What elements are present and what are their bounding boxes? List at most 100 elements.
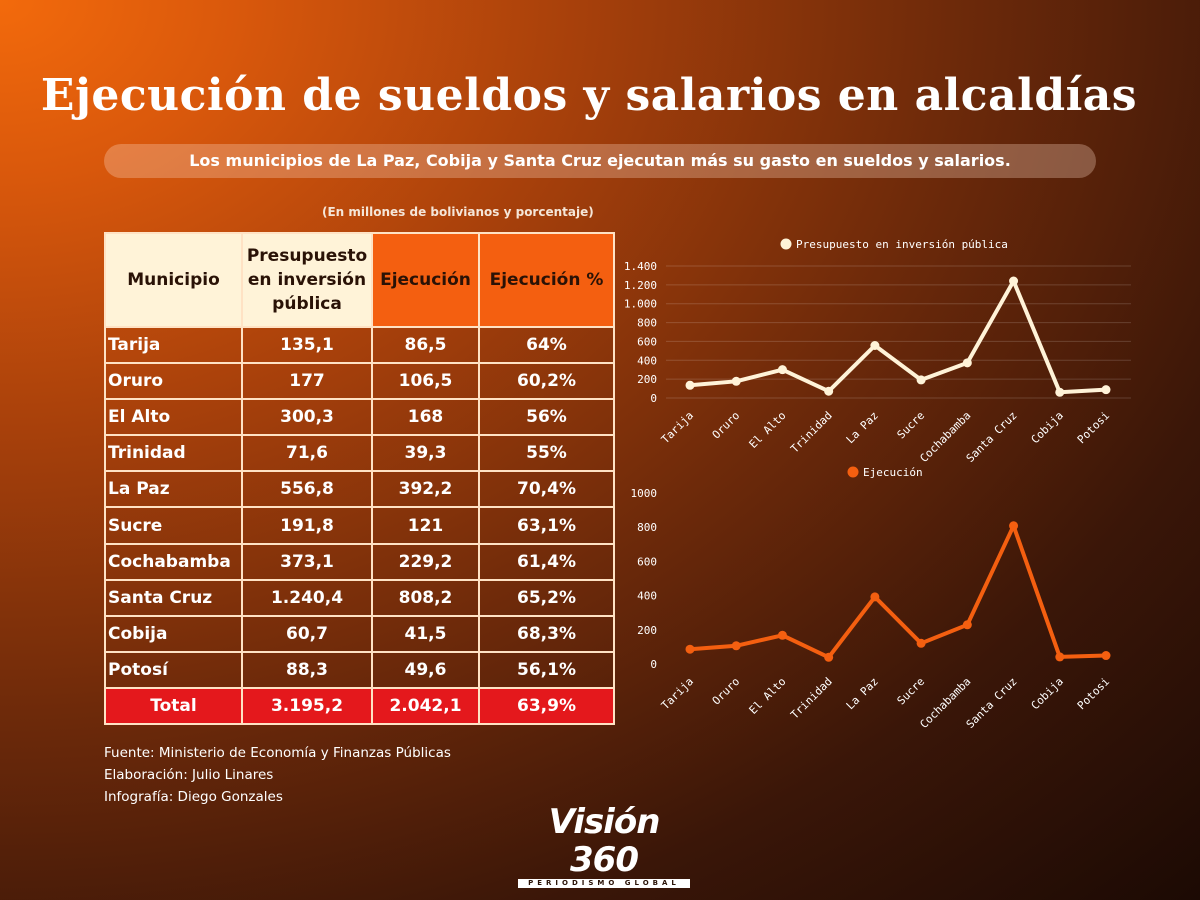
data-point-la-paz: [870, 341, 879, 350]
cell-presupuesto: 88,3: [242, 652, 372, 688]
cell-municipio: Santa Cruz: [105, 580, 242, 616]
cell-presupuesto: 556,8: [242, 471, 372, 507]
table-row: Tarija 135,1 86,5 64%: [105, 327, 614, 363]
page-title: Ejecución de sueldos y salarios en alcal…: [0, 70, 1178, 121]
cell-ejecucion-pct: 61,4%: [479, 544, 614, 580]
y-tick-label: 200: [637, 373, 657, 386]
y-tick-label: 0: [650, 658, 657, 671]
cell-municipio: Trinidad: [105, 435, 242, 471]
cell-municipio: La Paz: [105, 471, 242, 507]
x-tick-label: Trinidad: [788, 675, 835, 722]
data-point-cobija: [1055, 652, 1064, 661]
cell-ejecucion: 86,5: [372, 327, 479, 363]
y-tick-label: 1.000: [624, 298, 657, 311]
header-ejecucion: Ejecución: [372, 233, 479, 327]
series-line: [690, 281, 1106, 392]
x-tick-label: Tarija: [659, 409, 696, 446]
data-point-oruro: [732, 641, 741, 650]
chart-presupuesto: Presupuesto en inversión pública 0 200 400 6…: [600, 230, 1160, 470]
data-point-potosi: [1102, 651, 1111, 660]
table-row: Cobija 60,7 41,5 68,3%: [105, 616, 614, 652]
cell-ejecucion-pct: 60,2%: [479, 363, 614, 399]
x-tick-label: El Alto: [747, 409, 789, 451]
data-point-trinidad: [824, 653, 833, 662]
table-row: Sucre 191,8 121 63,1%: [105, 507, 614, 543]
y-tick-label: 200: [637, 624, 657, 637]
x-tick-label: Cobija: [1029, 409, 1066, 446]
x-tick-label: Sucre: [895, 675, 928, 708]
cell-ejecucion: 41,5: [372, 616, 479, 652]
cell-ejecucion: 229,2: [372, 544, 479, 580]
data-point-santa-cruz: [1009, 277, 1018, 286]
y-tick-label: 400: [637, 590, 657, 603]
legend-label: Presupuesto en inversión pública: [796, 238, 1008, 251]
x-tick-label: Potosi: [1075, 675, 1112, 712]
x-tick-label: Trinidad: [788, 409, 835, 456]
table-row: Santa Cruz 1.240,4 808,2 65,2%: [105, 580, 614, 616]
data-point-la-paz: [870, 592, 879, 601]
cell-ejecucion-pct: 56%: [479, 399, 614, 435]
subtitle-banner: Los municipios de La Paz, Cobija y Santa…: [104, 144, 1096, 178]
cell-presupuesto: 71,6: [242, 435, 372, 471]
cell-presupuesto: 191,8: [242, 507, 372, 543]
cell-municipio: Cochabamba: [105, 544, 242, 580]
cell-ejecucion: 121: [372, 507, 479, 543]
cell-ejecucion-pct: 56,1%: [479, 652, 614, 688]
logo-tagline: PERIODISMO GLOBAL: [518, 879, 690, 888]
cell-municipio: Potosí: [105, 652, 242, 688]
table-row: El Alto 300,3 168 56%: [105, 399, 614, 435]
cell-ejecucion: 39,3: [372, 435, 479, 471]
cell-ejecucion-pct: 68,3%: [479, 616, 614, 652]
table-header-row: Municipio Presupuesto en inversión públi…: [105, 233, 614, 327]
header-ejecucion-pct: Ejecución %: [479, 233, 614, 327]
cell-ejecucion: 808,2: [372, 580, 479, 616]
cell-presupuesto: 373,1: [242, 544, 372, 580]
data-point-santa-cruz: [1009, 521, 1018, 530]
x-tick-label: Oruro: [710, 409, 743, 442]
data-point-trinidad: [824, 387, 833, 396]
table-total-row: Total 3.195,2 2.042,1 63,9%: [105, 688, 614, 724]
cell-presupuesto: 60,7: [242, 616, 372, 652]
data-point-cochabamba: [963, 358, 972, 367]
cell-ejecucion-pct: 63,1%: [479, 507, 614, 543]
table-row: Potosí 88,3 49,6 56,1%: [105, 652, 614, 688]
x-tick-label: Cobija: [1029, 675, 1066, 712]
credits: Fuente: Ministerio de Economía y Finanza…: [104, 742, 451, 808]
y-tick-label: 1.400: [624, 260, 657, 273]
cell-ejecucion: 106,5: [372, 363, 479, 399]
chart-ejecucion: Ejecución 0 200 400 600 800 1000 Tarija Oruro El …: [600, 460, 1160, 730]
cell-presupuesto: 300,3: [242, 399, 372, 435]
total-municipio: Total: [105, 688, 242, 724]
table-row: Oruro 177 106,5 60,2%: [105, 363, 614, 399]
cell-ejecucion: 168: [372, 399, 479, 435]
cell-municipio: Cobija: [105, 616, 242, 652]
data-point-cobija: [1055, 388, 1064, 397]
cell-presupuesto: 135,1: [242, 327, 372, 363]
cell-presupuesto: 177: [242, 363, 372, 399]
cell-presupuesto: 1.240,4: [242, 580, 372, 616]
y-tick-label: 600: [637, 555, 657, 568]
cell-ejecucion-pct: 70,4%: [479, 471, 614, 507]
vision360-logo: Visión 360 PERIODISMO GLOBAL: [514, 803, 694, 888]
x-tick-label: La Paz: [844, 409, 881, 446]
cell-ejecucion: 392,2: [372, 471, 479, 507]
total-presupuesto: 3.195,2: [242, 688, 372, 724]
data-point-oruro: [732, 377, 741, 386]
x-tick-label: El Alto: [747, 675, 789, 717]
legend-marker: [848, 467, 859, 478]
data-point-el-alto: [778, 631, 787, 640]
cell-ejecucion-pct: 64%: [479, 327, 614, 363]
data-table: Municipio Presupuesto en inversión públi…: [104, 232, 615, 725]
series-line: [690, 526, 1106, 657]
logo-name: Visión 360: [514, 803, 694, 879]
x-tick-label: Tarija: [659, 675, 696, 712]
y-tick-label: 1000: [631, 487, 658, 500]
table-row: Trinidad 71,6 39,3 55%: [105, 435, 614, 471]
x-tick-label: Potosi: [1075, 409, 1112, 446]
y-tick-label: 400: [637, 354, 657, 367]
data-point-cochabamba: [963, 620, 972, 629]
y-tick-label: 800: [637, 317, 657, 330]
data-point-sucre: [917, 639, 926, 648]
total-ejecucion: 2.042,1: [372, 688, 479, 724]
cell-ejecucion: 49,6: [372, 652, 479, 688]
